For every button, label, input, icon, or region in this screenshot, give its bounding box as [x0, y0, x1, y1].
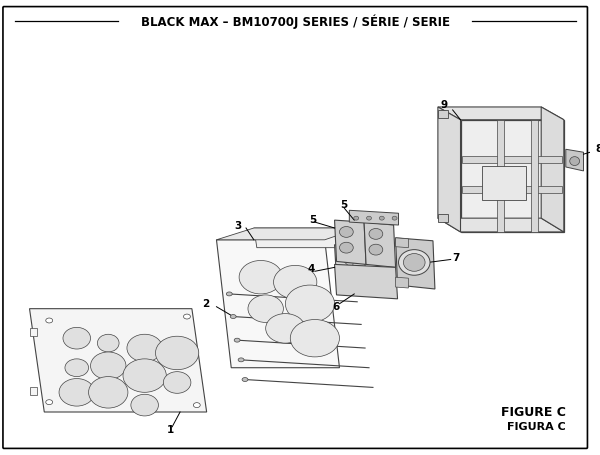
Ellipse shape — [340, 242, 353, 253]
Polygon shape — [438, 218, 564, 232]
Ellipse shape — [97, 334, 119, 352]
Polygon shape — [335, 245, 366, 284]
Ellipse shape — [570, 157, 580, 166]
Ellipse shape — [286, 285, 335, 323]
Ellipse shape — [392, 216, 397, 220]
Polygon shape — [463, 156, 562, 163]
Polygon shape — [463, 186, 562, 192]
Text: 7: 7 — [452, 253, 460, 263]
Polygon shape — [335, 220, 366, 264]
Polygon shape — [566, 149, 584, 171]
Ellipse shape — [369, 228, 383, 239]
Ellipse shape — [89, 377, 128, 408]
Text: 4: 4 — [308, 264, 316, 274]
Polygon shape — [29, 387, 37, 395]
Ellipse shape — [131, 394, 158, 416]
Polygon shape — [395, 277, 409, 288]
Polygon shape — [340, 254, 354, 269]
Bar — [482, 166, 526, 201]
Ellipse shape — [238, 358, 244, 362]
Ellipse shape — [59, 379, 94, 406]
Ellipse shape — [248, 295, 283, 323]
Polygon shape — [254, 228, 362, 248]
Ellipse shape — [290, 319, 340, 357]
Polygon shape — [29, 308, 206, 412]
Text: 1: 1 — [167, 425, 175, 435]
Ellipse shape — [234, 338, 240, 342]
Ellipse shape — [184, 314, 190, 319]
Ellipse shape — [155, 336, 199, 370]
Text: FIGURE C: FIGURE C — [501, 405, 566, 419]
Ellipse shape — [65, 359, 89, 377]
Polygon shape — [335, 264, 398, 299]
Ellipse shape — [46, 399, 53, 404]
Polygon shape — [438, 107, 564, 120]
Polygon shape — [349, 210, 398, 225]
Polygon shape — [395, 238, 435, 289]
Polygon shape — [364, 222, 395, 268]
Ellipse shape — [127, 334, 163, 362]
Ellipse shape — [266, 313, 305, 343]
Ellipse shape — [226, 292, 232, 296]
Ellipse shape — [379, 216, 384, 220]
Ellipse shape — [163, 372, 191, 393]
Text: 2: 2 — [202, 299, 209, 309]
Polygon shape — [438, 110, 448, 118]
Ellipse shape — [367, 216, 371, 220]
FancyBboxPatch shape — [3, 6, 587, 449]
Text: 5: 5 — [340, 200, 348, 210]
Ellipse shape — [46, 318, 53, 323]
Polygon shape — [541, 107, 564, 232]
Ellipse shape — [242, 378, 248, 381]
Polygon shape — [532, 120, 538, 232]
Polygon shape — [497, 120, 504, 232]
Polygon shape — [461, 120, 564, 232]
Text: BLACK MAX – BM10700J SERIES / SÉRIE / SERIE: BLACK MAX – BM10700J SERIES / SÉRIE / SE… — [140, 14, 450, 29]
Ellipse shape — [193, 403, 200, 408]
Ellipse shape — [340, 227, 353, 238]
Ellipse shape — [91, 352, 126, 379]
Text: FIGURA C: FIGURA C — [507, 422, 566, 432]
Polygon shape — [29, 329, 37, 336]
Text: 8: 8 — [595, 144, 600, 154]
Text: 5: 5 — [309, 215, 316, 225]
Ellipse shape — [274, 265, 317, 299]
Ellipse shape — [354, 216, 359, 220]
Text: 6: 6 — [332, 302, 340, 312]
Text: 9: 9 — [441, 100, 448, 110]
Ellipse shape — [398, 250, 430, 275]
Polygon shape — [217, 240, 340, 368]
Polygon shape — [395, 238, 409, 248]
Text: 3: 3 — [234, 221, 241, 231]
Polygon shape — [217, 228, 359, 240]
Ellipse shape — [369, 244, 383, 255]
Ellipse shape — [63, 328, 91, 349]
Polygon shape — [438, 107, 461, 232]
Polygon shape — [438, 214, 448, 222]
Ellipse shape — [123, 359, 166, 392]
Ellipse shape — [239, 260, 283, 294]
Ellipse shape — [230, 314, 236, 318]
Ellipse shape — [403, 253, 425, 271]
